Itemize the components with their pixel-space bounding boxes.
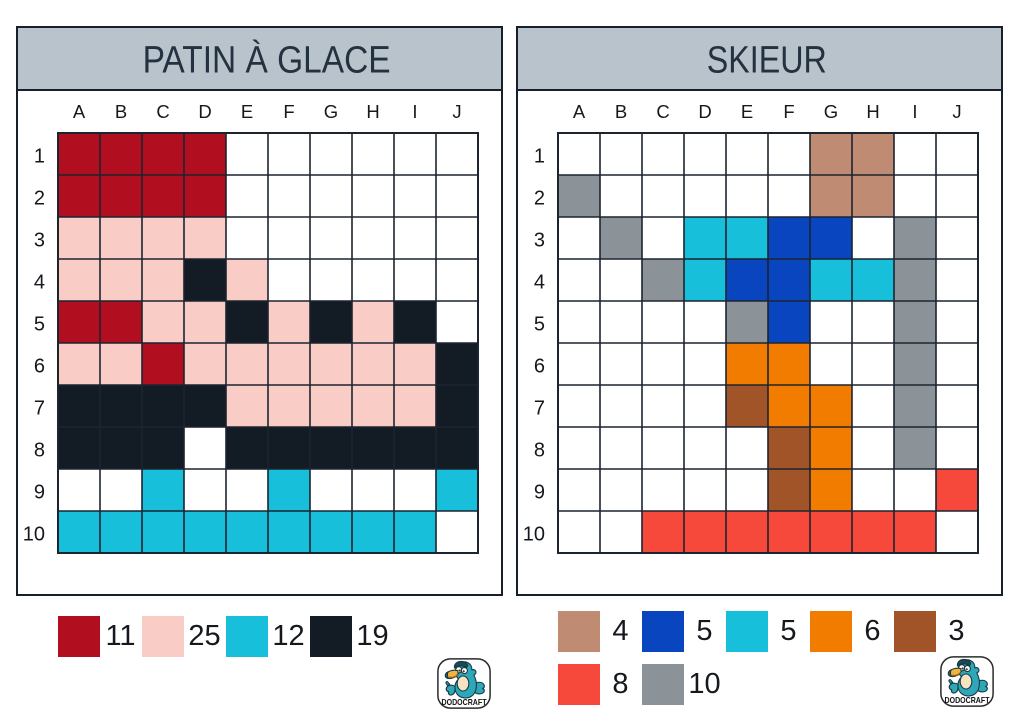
svg-text:J: J bbox=[952, 101, 961, 122]
svg-text:10: 10 bbox=[523, 524, 545, 546]
svg-text:H: H bbox=[366, 101, 379, 122]
svg-text:A: A bbox=[573, 101, 586, 122]
svg-text:DODOCRAFT: DODOCRAFT bbox=[944, 696, 989, 705]
svg-text:SKIEUR: SKIEUR bbox=[706, 39, 826, 81]
svg-text:7: 7 bbox=[534, 398, 545, 420]
svg-text:F: F bbox=[283, 101, 294, 122]
svg-text:A: A bbox=[73, 101, 86, 122]
svg-text:I: I bbox=[412, 101, 417, 122]
svg-text:3: 3 bbox=[34, 230, 45, 252]
svg-text:10: 10 bbox=[23, 524, 45, 546]
svg-text:I: I bbox=[912, 101, 917, 122]
svg-text:E: E bbox=[741, 101, 753, 122]
svg-text:G: G bbox=[324, 101, 338, 122]
svg-text:5: 5 bbox=[34, 314, 45, 336]
svg-text:9: 9 bbox=[34, 482, 45, 504]
svg-text:6: 6 bbox=[34, 356, 45, 378]
svg-text:1: 1 bbox=[34, 146, 45, 168]
svg-text:4: 4 bbox=[34, 272, 45, 294]
svg-text:PATIN À GLACE: PATIN À GLACE bbox=[142, 38, 390, 81]
svg-text:2: 2 bbox=[34, 188, 45, 210]
svg-text:G: G bbox=[824, 101, 838, 122]
svg-text:7: 7 bbox=[34, 398, 45, 420]
svg-text:DODOCRAFT: DODOCRAFT bbox=[442, 698, 487, 707]
svg-text:D: D bbox=[198, 101, 211, 122]
svg-text:4: 4 bbox=[534, 272, 545, 294]
svg-text:3: 3 bbox=[534, 230, 545, 252]
svg-text:E: E bbox=[241, 101, 253, 122]
svg-text:9: 9 bbox=[534, 482, 545, 504]
svg-text:6: 6 bbox=[534, 356, 545, 378]
svg-text:C: C bbox=[656, 101, 669, 122]
svg-text:F: F bbox=[783, 101, 794, 122]
svg-text:D: D bbox=[698, 101, 711, 122]
svg-text:H: H bbox=[866, 101, 879, 122]
svg-text:1: 1 bbox=[534, 146, 545, 168]
svg-text:J: J bbox=[452, 101, 461, 122]
svg-text:C: C bbox=[156, 101, 169, 122]
svg-text:5: 5 bbox=[534, 314, 545, 336]
svg-text:B: B bbox=[115, 101, 127, 122]
svg-text:8: 8 bbox=[34, 440, 45, 462]
svg-text:8: 8 bbox=[534, 440, 545, 462]
svg-text:B: B bbox=[615, 101, 627, 122]
svg-text:2: 2 bbox=[534, 188, 545, 210]
